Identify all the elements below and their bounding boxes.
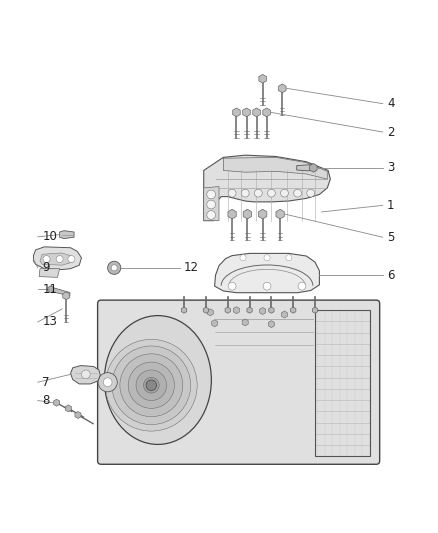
Text: 10: 10 [42, 230, 57, 243]
Text: 9: 9 [42, 261, 49, 274]
Circle shape [241, 189, 249, 197]
Circle shape [228, 189, 236, 197]
Text: 11: 11 [42, 282, 57, 296]
Circle shape [108, 261, 121, 274]
Circle shape [298, 282, 306, 290]
Polygon shape [243, 108, 250, 117]
Text: 5: 5 [387, 231, 395, 244]
Polygon shape [75, 411, 81, 418]
Polygon shape [48, 286, 54, 293]
Polygon shape [63, 292, 70, 300]
Circle shape [268, 189, 276, 197]
Polygon shape [268, 321, 275, 328]
Polygon shape [204, 155, 330, 221]
Polygon shape [247, 307, 252, 313]
Polygon shape [207, 309, 213, 316]
Circle shape [111, 265, 117, 271]
Polygon shape [269, 307, 274, 313]
Polygon shape [233, 108, 240, 117]
Polygon shape [215, 253, 319, 293]
Text: 6: 6 [387, 269, 395, 282]
Circle shape [281, 189, 288, 197]
Circle shape [136, 370, 166, 400]
Circle shape [56, 256, 63, 263]
Circle shape [240, 255, 246, 261]
Polygon shape [40, 253, 73, 265]
Polygon shape [203, 307, 208, 313]
Polygon shape [276, 209, 284, 219]
Polygon shape [65, 405, 71, 412]
Circle shape [307, 189, 314, 197]
Text: 7: 7 [42, 376, 49, 389]
Polygon shape [312, 307, 318, 313]
Polygon shape [310, 164, 317, 172]
Polygon shape [243, 209, 251, 219]
Circle shape [146, 380, 156, 391]
Circle shape [254, 189, 262, 197]
Text: 4: 4 [387, 97, 395, 110]
Polygon shape [279, 84, 286, 93]
Circle shape [43, 256, 50, 263]
Polygon shape [260, 308, 266, 314]
Polygon shape [225, 307, 230, 313]
Circle shape [286, 255, 292, 261]
Polygon shape [263, 108, 270, 117]
Circle shape [120, 354, 183, 417]
Circle shape [207, 200, 215, 209]
Circle shape [98, 373, 117, 392]
Circle shape [68, 256, 75, 263]
Circle shape [144, 377, 159, 393]
Text: 8: 8 [42, 394, 49, 407]
Polygon shape [253, 108, 260, 117]
Polygon shape [39, 269, 60, 277]
Polygon shape [51, 287, 70, 296]
Polygon shape [233, 306, 240, 313]
Circle shape [207, 211, 215, 220]
Text: 2: 2 [387, 126, 395, 139]
Polygon shape [242, 319, 248, 326]
Text: 1: 1 [387, 199, 395, 212]
Text: 3: 3 [387, 161, 395, 174]
Polygon shape [33, 247, 81, 270]
Circle shape [103, 378, 112, 386]
Polygon shape [60, 231, 74, 239]
Polygon shape [228, 209, 236, 219]
Polygon shape [259, 75, 266, 83]
Polygon shape [204, 187, 219, 221]
Circle shape [81, 370, 90, 379]
Polygon shape [212, 320, 218, 327]
Polygon shape [290, 307, 296, 313]
Polygon shape [71, 366, 100, 384]
Polygon shape [297, 165, 311, 171]
Circle shape [128, 362, 174, 408]
Circle shape [263, 282, 271, 290]
FancyBboxPatch shape [98, 300, 380, 464]
Circle shape [264, 255, 270, 261]
Text: 13: 13 [42, 316, 57, 328]
Polygon shape [53, 399, 60, 406]
Polygon shape [181, 307, 187, 313]
Circle shape [228, 282, 236, 290]
Circle shape [112, 346, 191, 425]
Ellipse shape [104, 316, 212, 445]
Polygon shape [258, 209, 267, 219]
Circle shape [293, 189, 301, 197]
Circle shape [106, 340, 197, 431]
Circle shape [207, 190, 215, 199]
Polygon shape [282, 311, 287, 318]
Text: 12: 12 [184, 261, 199, 274]
Polygon shape [223, 157, 327, 179]
